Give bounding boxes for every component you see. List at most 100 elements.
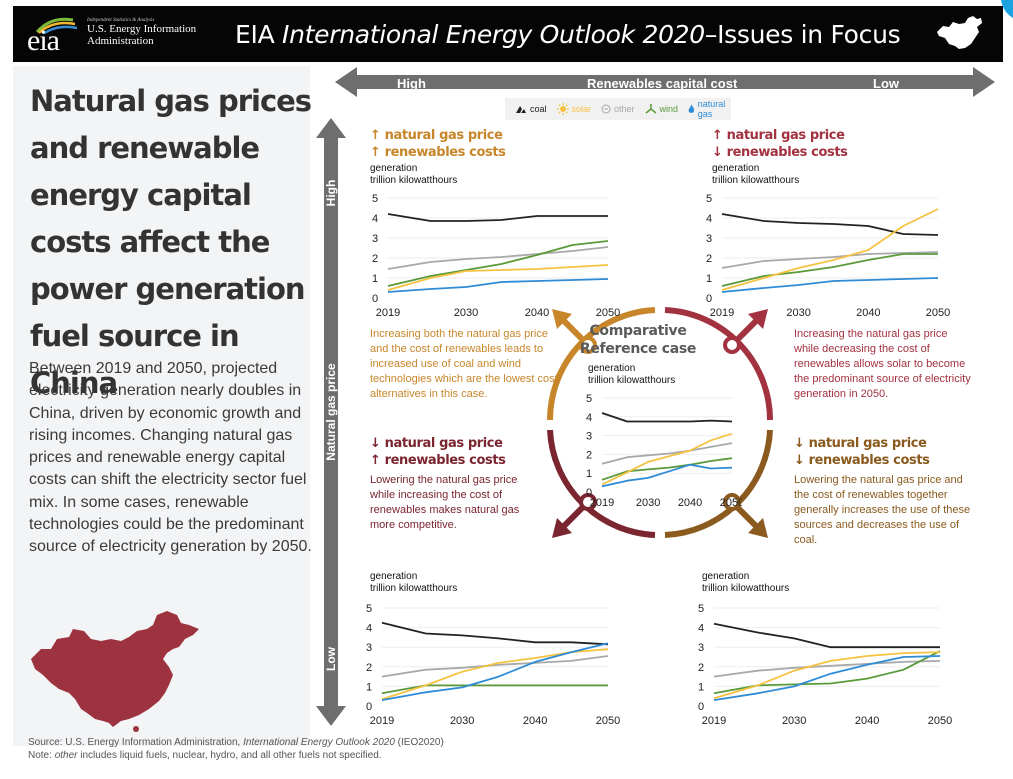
- y-tick-label: 0: [586, 487, 592, 499]
- x-tick-label: 2030: [782, 715, 806, 727]
- unit-label-line2: trillion kilowatthours: [370, 175, 458, 186]
- y-tick-label: 2: [706, 253, 712, 265]
- legend-label-wind: wind: [659, 104, 679, 114]
- y-tick-label: 1: [366, 681, 372, 693]
- unit-label-line1: generation: [370, 571, 418, 582]
- y-tick-label: 5: [698, 603, 704, 615]
- reference-title-line1: Comparative: [589, 323, 687, 339]
- case-bottom-right-line2: ↓ renewables costs: [794, 453, 930, 468]
- legend-item-other: other: [601, 104, 635, 114]
- unit-label-bottom-right: generation trillion kilowatthours: [702, 571, 789, 595]
- note-suffix: includes liquid fuels, nuclear, hydro, a…: [77, 750, 382, 761]
- case-bottom-left-line1: ↓ natural gas price: [370, 436, 503, 451]
- unit-label-line2: trillion kilowatthours: [370, 583, 458, 594]
- y-tick-label: 4: [372, 213, 378, 225]
- series-line-solar: [601, 432, 733, 486]
- title-italic: International Energy Outlook 2020: [282, 20, 705, 49]
- chart-top-right: 0 1 2 3 4 5 2019 2030 2040 2050: [706, 193, 950, 319]
- x-tick-label: 2050: [928, 715, 952, 727]
- x-tick-label: 2030: [450, 715, 474, 727]
- unit-label-top-left: generation trillion kilowatthours: [370, 163, 457, 187]
- case-top-right-line1: ↑ natural gas price: [712, 128, 845, 143]
- x-tick-label: 2019: [702, 715, 726, 727]
- x-tick-label: 2040: [523, 715, 547, 727]
- y-tick-label: 2: [586, 449, 592, 461]
- scenario-ring: [546, 307, 774, 538]
- legend-item-natural-gas: natural gas: [688, 99, 731, 119]
- agency-tagline: Independent Statistics & Analysis: [87, 18, 155, 23]
- series-line-natural-gas: [381, 642, 609, 701]
- series-line-natural-gas: [713, 655, 941, 701]
- legend-item-solar: solar: [556, 103, 591, 115]
- series-line-other: [381, 655, 609, 678]
- case-description-bottom-right: Lowering the natural gas price and the c…: [794, 474, 971, 546]
- x-tick-label: 2050: [926, 307, 950, 319]
- x-tick-label: 2019: [370, 715, 394, 727]
- footnote: Source: U.S. Energy Information Administ…: [28, 736, 444, 762]
- y-tick-label: 1: [372, 273, 378, 285]
- y-tick-label: 4: [706, 213, 712, 225]
- x-tick-label: 2030: [786, 307, 810, 319]
- body-text: Between 2019 and 2050, projected electri…: [29, 360, 312, 556]
- series-line-solar: [381, 648, 609, 700]
- case-top-right-line2: ↓ renewables costs: [712, 145, 848, 160]
- series-line-other: [601, 442, 733, 465]
- china-map-illustration: [31, 611, 199, 732]
- y-tick-label: 0: [366, 701, 372, 713]
- unit-label-reference: generation trillion kilowatthours: [588, 363, 675, 387]
- series-line-coal: [387, 213, 608, 222]
- series-line-solar: [387, 264, 609, 291]
- series-line-wind: [387, 240, 609, 287]
- y-tick-label: 0: [706, 293, 712, 305]
- title-suffix: –Issues in Focus: [704, 20, 901, 49]
- x-tick-label: 2040: [856, 307, 880, 319]
- gas-price-high-label: High: [324, 179, 338, 207]
- x-tick-label: 2050: [720, 497, 742, 509]
- china-map-icon: [937, 16, 982, 49]
- source-italic: International Energy Outlook 2020: [243, 737, 395, 748]
- case-title-bottom-right: ↓ natural gas price ↓ renewables costs: [794, 435, 930, 469]
- header-bar: eia Independent Statistics & Analysis U.…: [13, 6, 1003, 62]
- unit-label-line2: trillion kilowatthours: [702, 583, 790, 594]
- y-tick-label: 4: [586, 412, 592, 424]
- gas-price-low-label: Low: [324, 647, 338, 671]
- renewables-axis-title: Renewables capital cost: [587, 76, 738, 91]
- chart-top-left: 0 1 2 3 4 5 2019 2030 2040 2050: [372, 193, 620, 319]
- x-tick-label: 2030: [454, 307, 478, 319]
- x-tick-label: 2050: [596, 715, 620, 727]
- reference-case-title: Comparative Reference case: [578, 322, 698, 358]
- reference-title-line2: Reference case: [579, 341, 697, 357]
- agency-name-line2: Administration: [87, 35, 154, 47]
- arrow-bottom-left: [552, 493, 597, 538]
- unit-label-line1: generation: [588, 363, 636, 374]
- y-tick-label: 2: [372, 253, 378, 265]
- wind-turbine-icon: [645, 103, 657, 114]
- arrow-top-left: [552, 309, 597, 354]
- note-italic: other: [54, 750, 78, 761]
- arrow-bottom-right: [723, 493, 768, 538]
- case-bottom-left-line2: ↑ renewables costs: [370, 453, 506, 468]
- source-line: Source: U.S. Energy Information Administ…: [28, 736, 444, 749]
- series-line-natural-gas: [601, 463, 733, 488]
- logo-swoosh-icon: [35, 17, 77, 34]
- case-title-top-left: ↑ natural gas price ↑ renewables costs: [370, 127, 506, 161]
- series-line-coal: [381, 621, 609, 646]
- chart-bottom-right: 0 1 2 3 4 5 2019 2030 2040 2050: [698, 603, 952, 727]
- case-description-top-left: Increasing both the natural gas price an…: [370, 328, 558, 400]
- y-tick-label: 4: [698, 623, 704, 635]
- case-description-top-right: Increasing the natural gas price while d…: [794, 328, 971, 400]
- y-tick-label: 3: [706, 233, 712, 245]
- gas-price-axis-title: Natural gas price: [324, 363, 338, 461]
- series-line-coal: [713, 622, 940, 649]
- x-tick-label: 2019: [590, 497, 614, 509]
- series-line-coal: [601, 412, 733, 423]
- case-description-bottom-left: Lowering the natural gas price while inc…: [370, 474, 520, 531]
- arrow-top-right: [723, 309, 768, 354]
- case-bottom-right-line1: ↓ natural gas price: [794, 436, 927, 451]
- series-line-natural-gas: [387, 278, 609, 293]
- source-suffix: (IEO2020): [394, 737, 444, 748]
- y-tick-label: 0: [698, 701, 704, 713]
- case-top-left-line2: ↑ renewables costs: [370, 145, 506, 160]
- x-tick-label: 2019: [376, 307, 400, 319]
- y-tick-label: 3: [372, 233, 378, 245]
